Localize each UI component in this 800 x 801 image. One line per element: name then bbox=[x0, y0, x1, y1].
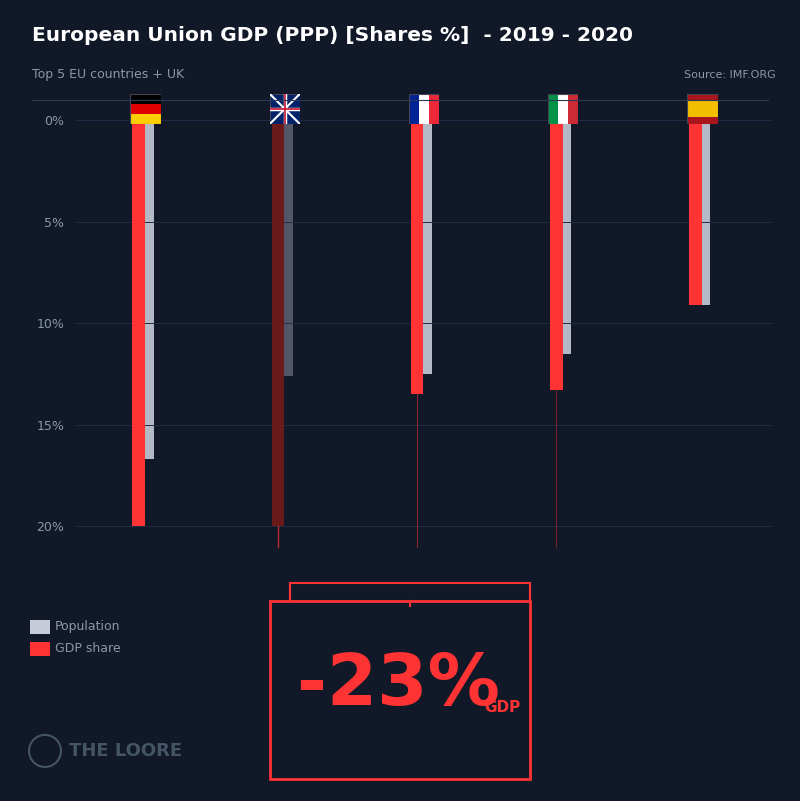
Bar bbox=[142, 120, 154, 459]
Text: Top 5 EU countries + UK: Top 5 EU countries + UK bbox=[32, 68, 184, 82]
Text: GDP share: GDP share bbox=[55, 642, 121, 655]
Bar bbox=[568, 94, 578, 124]
Bar bbox=[271, 120, 284, 526]
Bar bbox=[687, 101, 718, 116]
Bar bbox=[689, 120, 702, 305]
Text: Population: Population bbox=[55, 620, 121, 634]
Bar bbox=[281, 120, 293, 376]
Bar bbox=[270, 601, 530, 779]
Bar bbox=[698, 120, 710, 305]
Bar bbox=[550, 120, 562, 390]
Bar bbox=[429, 94, 439, 124]
Bar bbox=[130, 94, 161, 104]
Text: -​23%: -​23% bbox=[297, 651, 499, 720]
Bar bbox=[130, 104, 161, 114]
Text: Source: IMF.ORG: Source: IMF.ORG bbox=[684, 70, 776, 80]
Bar bbox=[30, 620, 50, 634]
Text: THE LOORE: THE LOORE bbox=[69, 742, 182, 760]
Bar bbox=[410, 120, 423, 394]
Bar bbox=[558, 94, 568, 124]
Bar bbox=[419, 94, 429, 124]
Bar bbox=[548, 94, 558, 124]
Text: European Union GDP (PPP) [Shares %]  - 2019 - 2020: European Union GDP (PPP) [Shares %] - 20… bbox=[32, 26, 633, 45]
Bar bbox=[409, 94, 419, 124]
Bar bbox=[132, 120, 145, 526]
Bar bbox=[30, 642, 50, 656]
Text: GDP: GDP bbox=[484, 700, 520, 715]
Bar bbox=[559, 120, 571, 354]
Bar bbox=[420, 120, 432, 374]
Bar bbox=[130, 114, 161, 124]
